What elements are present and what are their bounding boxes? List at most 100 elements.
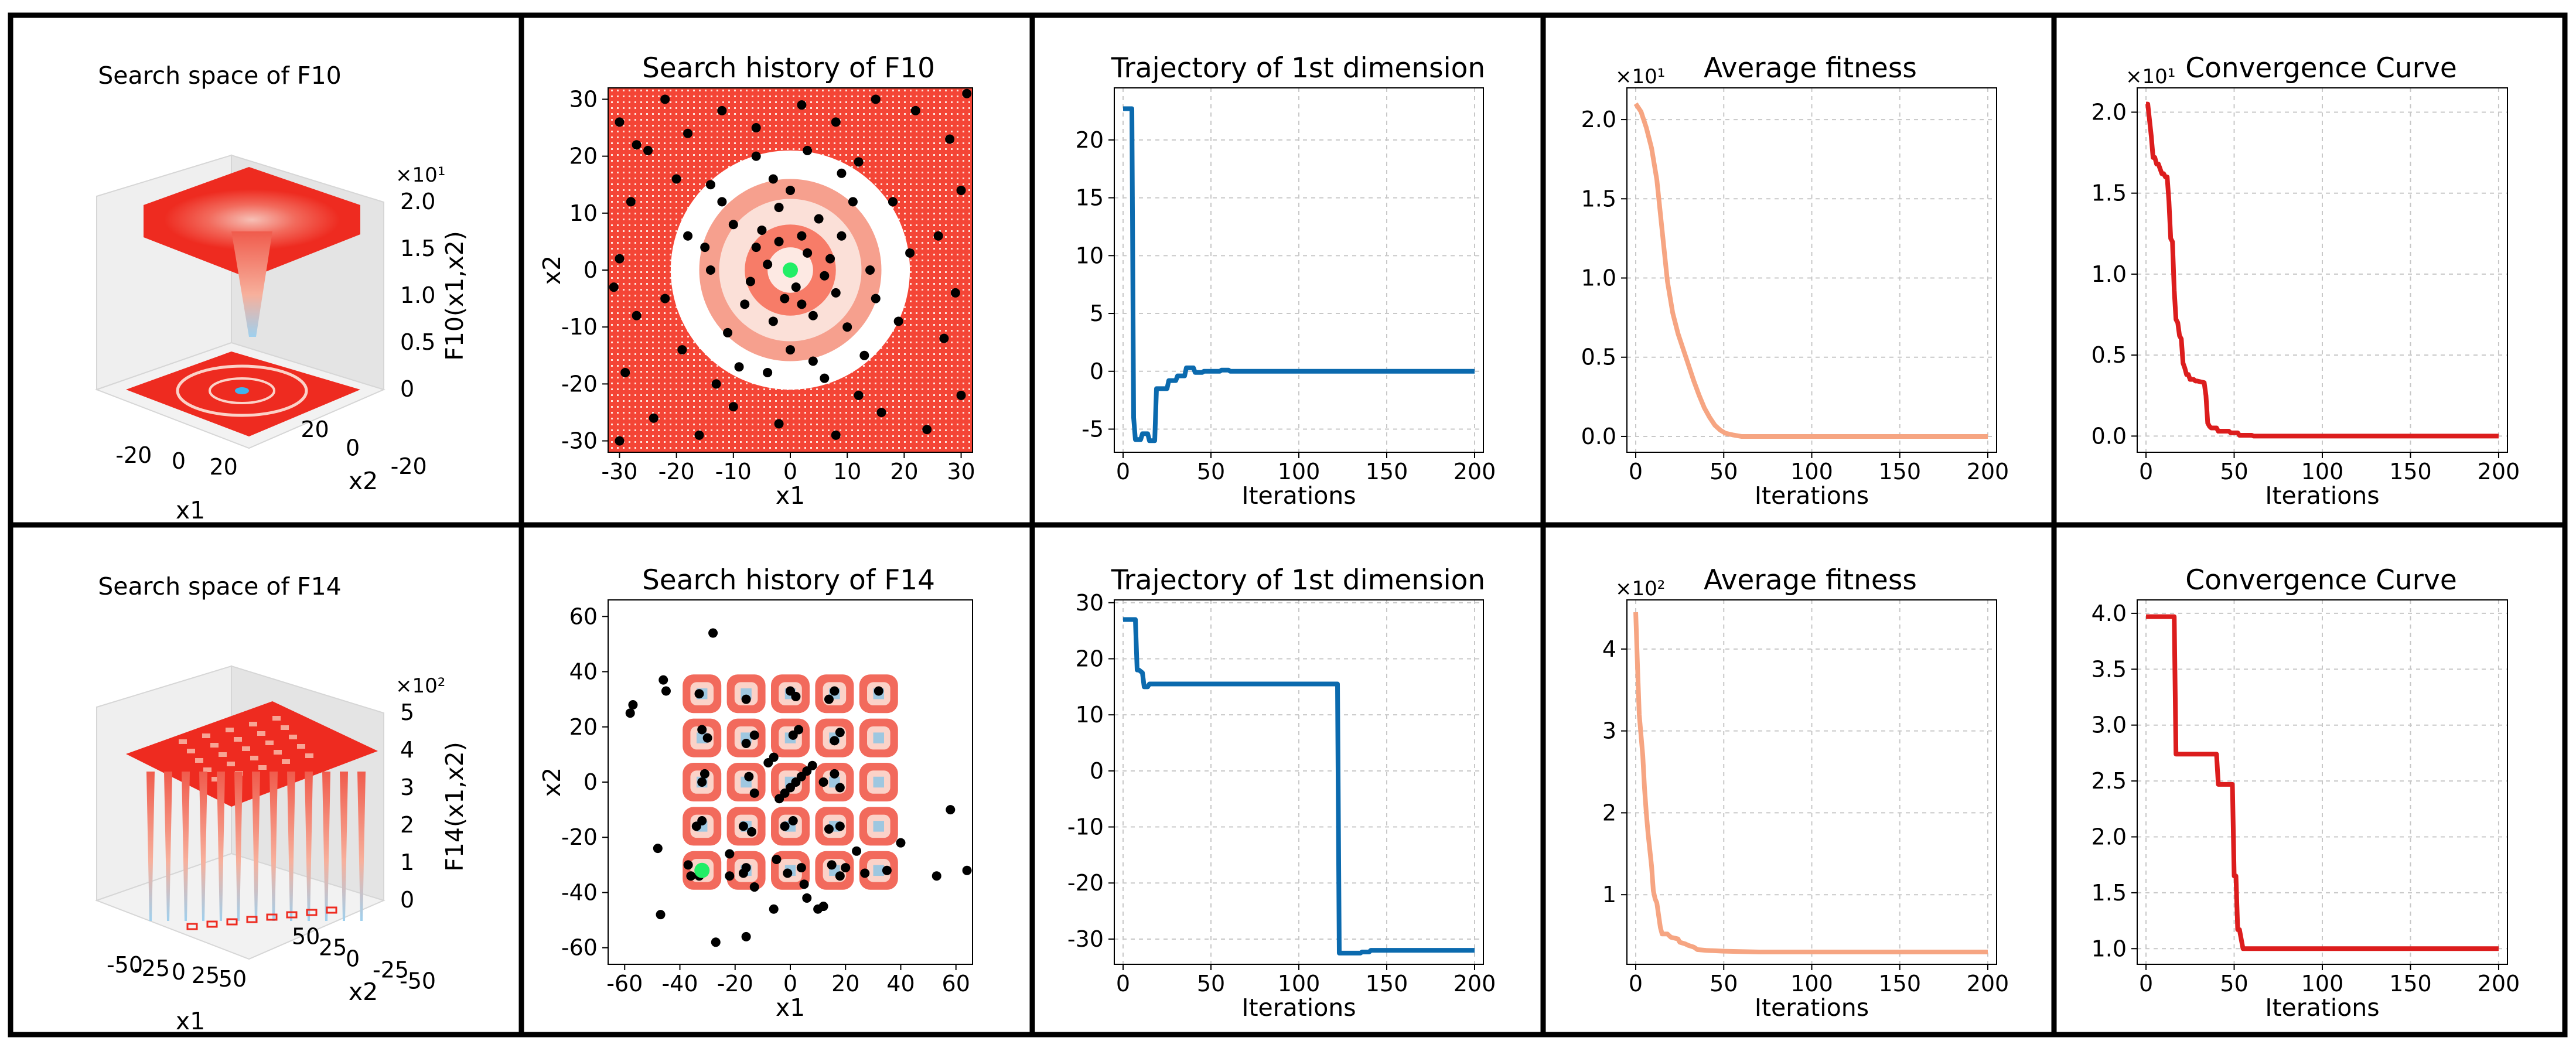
search-point (615, 436, 625, 446)
y-tick-label: 4 (1602, 636, 1616, 662)
y-tick-label: -20 (1067, 870, 1104, 896)
search-point (820, 271, 830, 281)
search-point (660, 294, 670, 303)
x-tick-label: 150 (2389, 971, 2432, 997)
search-point (835, 783, 845, 793)
x-tick-label: 50 (1197, 971, 1225, 997)
z-exponent: ×10² (395, 674, 445, 698)
search-point (700, 243, 710, 252)
y-tick-label: 4.0 (2091, 600, 2127, 626)
search-point (705, 265, 715, 275)
x-tick-label: 50 (1710, 971, 1738, 997)
y-tick-label: -30 (1067, 926, 1104, 952)
search-point (723, 327, 733, 337)
foxhole-contour (206, 920, 218, 928)
search-point (700, 769, 709, 779)
z-tick-label: 3 (400, 774, 414, 800)
y-tick-label: 20 (301, 417, 329, 442)
y-tick-label: 0 (584, 769, 598, 795)
y-tick-label: 5 (1090, 301, 1104, 326)
search-point (842, 322, 852, 332)
search-point (708, 628, 718, 638)
search-point (774, 203, 784, 213)
x-tick-label: -25 (134, 956, 170, 981)
surface-funnel (231, 231, 272, 337)
foxhole-dent (250, 756, 258, 760)
search-point (763, 758, 773, 768)
search-point (939, 333, 949, 343)
search-point (820, 373, 830, 383)
search-point (910, 105, 920, 115)
z-tick-label: 5 (400, 699, 414, 725)
surface-spike (357, 772, 366, 921)
x-tick-label: 150 (2389, 459, 2432, 484)
series-line (2145, 101, 2499, 439)
search-point (797, 299, 807, 309)
y-tick-label: 2.0 (2091, 824, 2127, 849)
search-point (945, 134, 955, 144)
search-point (786, 185, 795, 195)
x-tick-label: 0 (172, 959, 186, 985)
x-tick-label: -50 (107, 952, 143, 978)
search-point (933, 231, 943, 241)
chart-title: Search space of F10 (98, 62, 342, 90)
y-tick-label: 1.5 (1581, 186, 1616, 211)
search-point (956, 390, 966, 400)
foxhole-dent (265, 741, 274, 745)
search-point (658, 675, 668, 685)
x-tick-label: 50 (219, 966, 247, 992)
y-tick-label: 0.5 (1581, 344, 1616, 370)
x-tick-label: -30 (601, 459, 637, 484)
y-tick-label: 0 (1090, 758, 1104, 784)
search-point (859, 350, 869, 360)
chart-c8: 0 50 100 150 200 -30 -20 -10 0 10 20 30 Trajectory o… (1067, 564, 1496, 1022)
search-point (893, 316, 903, 326)
y-tick-label: 0.0 (1581, 424, 1616, 449)
chart-title: Search space of F14 (98, 572, 342, 600)
search-point (780, 294, 790, 303)
contour-ring (719, 199, 862, 342)
search-point (854, 390, 864, 400)
foxhole-dent (249, 722, 257, 726)
search-point (783, 868, 793, 878)
search-point (802, 893, 812, 903)
search-point (751, 123, 761, 133)
surface-spike (217, 772, 225, 921)
x-tick-label: -20 (115, 442, 152, 468)
z-tick-label: 0 (400, 887, 414, 913)
search-point (677, 345, 687, 355)
surface-spike (340, 772, 348, 921)
search-point (740, 299, 750, 309)
search-point (749, 788, 759, 798)
search-point (632, 310, 642, 320)
search-point (768, 174, 778, 184)
y-tick-label: -20 (561, 824, 598, 850)
y-tick-label: 50 (292, 924, 320, 950)
search-point (791, 282, 801, 292)
search-point (751, 151, 761, 161)
search-point (799, 879, 809, 889)
y-tick-label: -25 (373, 957, 409, 983)
search-point (796, 863, 806, 873)
search-point (671, 174, 681, 184)
search-point (831, 288, 841, 298)
search-point (818, 777, 828, 787)
foxhole-core (873, 865, 885, 876)
y-tick-label: 2 (1602, 800, 1616, 825)
x-tick-label: 0 (2139, 971, 2153, 997)
search-point (697, 815, 707, 825)
chart-title: Average fitness (1704, 564, 1917, 596)
x-tick-label: -20 (717, 971, 753, 997)
y-tick-label: 0 (346, 435, 360, 461)
y-axis-label: x2 (349, 467, 378, 495)
search-point (854, 157, 864, 167)
y-exponent: ×10² (1615, 577, 1665, 600)
search-point (818, 902, 828, 912)
best-point (783, 262, 798, 278)
search-point (725, 871, 735, 881)
search-point (962, 88, 972, 98)
search-point (711, 937, 721, 947)
y-tick-label: 0 (1090, 359, 1104, 384)
y-tick-label: 1 (1602, 882, 1616, 907)
